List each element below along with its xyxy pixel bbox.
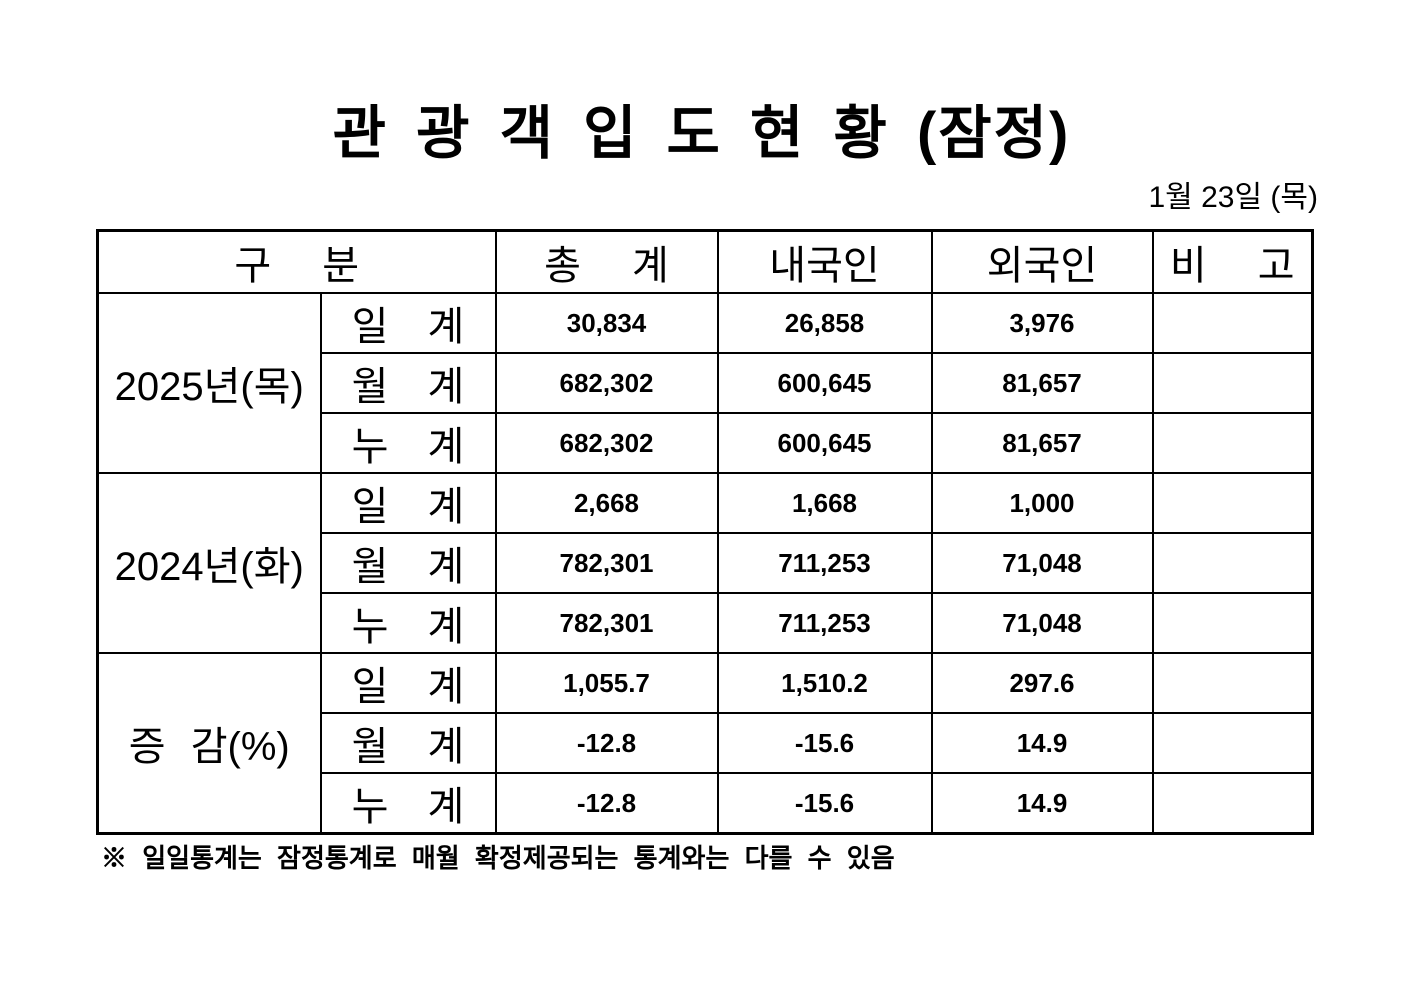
cell-foreign: 81,657 [930,412,1154,474]
cell-domestic: 600,645 [716,352,933,414]
cell-foreign: 1,000 [930,472,1154,534]
cell-foreign: 81,657 [930,352,1154,414]
cell-note [1151,412,1314,474]
cell-foreign: 14.9 [930,772,1154,835]
table-row: 월 계 682,302 600,645 81,657 [98,352,1314,414]
cell-note [1151,472,1314,534]
header-category: 구 분 [96,229,497,294]
tourist-arrival-table: 구 분 총 계 내국인 외국인 비 고 2025년(목) 일 계 30,834 … [96,229,1314,835]
cell-total: 782,301 [494,532,719,594]
header-domestic: 내국인 [716,229,933,294]
table-row: 누 계 782,301 711,253 71,048 [98,592,1314,654]
cell-domestic: 1,510.2 [716,652,933,714]
cell-domestic: 26,858 [716,292,933,354]
row-label-cumulative: 누 계 [319,412,497,474]
cell-foreign: 297.6 [930,652,1154,714]
cell-note [1151,652,1314,714]
cell-foreign: 14.9 [930,712,1154,774]
row-label-daily: 일 계 [319,292,497,354]
row-label-daily: 일 계 [319,472,497,534]
cell-total: 682,302 [494,412,719,474]
cell-foreign: 71,048 [930,532,1154,594]
cell-total: 2,668 [494,472,719,534]
header-total: 총 계 [494,229,719,294]
row-label-monthly: 월 계 [319,712,497,774]
cell-total: 1,055.7 [494,652,719,714]
table-row: 누 계 -12.8 -15.6 14.9 [98,772,1314,835]
cell-total: -12.8 [494,772,719,835]
cell-note [1151,592,1314,654]
report-date: 1월 23일 (목) [1148,181,1318,214]
header-foreign: 외국인 [930,229,1154,294]
table-row: 증 감(%) 일 계 1,055.7 1,510.2 297.6 [96,652,1314,835]
row-label-cumulative: 누 계 [319,772,497,835]
table-row: 누 계 682,302 600,645 81,657 [98,412,1314,474]
cell-total: 30,834 [494,292,719,354]
cell-note [1151,292,1314,354]
cell-total: -12.8 [494,712,719,774]
section-label-change: 증 감(%) [96,652,322,835]
header-note: 비 고 [1151,229,1314,294]
table-row: 월 계 782,301 711,253 71,048 [98,532,1314,594]
cell-total: 682,302 [494,352,719,414]
cell-note [1151,712,1314,774]
table-header: 구 분 총 계 내국인 외국인 비 고 [96,229,1314,294]
cell-domestic: -15.6 [716,712,933,774]
footnote: ※ 일일통계는 잠정통계로 매월 확정제공되는 통계와는 다를 수 있음 [101,843,895,873]
section-label-2025: 2025년(목) [96,292,322,474]
cell-domestic: 711,253 [716,592,933,654]
cell-foreign: 3,976 [930,292,1154,354]
cell-domestic: 600,645 [716,412,933,474]
table-row: 월 계 -12.8 -15.6 14.9 [98,712,1314,774]
table-body: 2025년(목) 일 계 30,834 26,858 3,976 월 계 682… [96,292,1314,835]
row-label-monthly: 월 계 [319,352,497,414]
cell-domestic: -15.6 [716,772,933,835]
cell-domestic: 1,668 [716,472,933,534]
cell-foreign: 71,048 [930,592,1154,654]
row-label-monthly: 월 계 [319,532,497,594]
cell-note [1151,532,1314,594]
page-title: 관 광 객 입 도 현 황 (잠정) [332,101,1071,166]
cell-note [1151,772,1314,835]
cell-total: 782,301 [494,592,719,654]
row-label-daily: 일 계 [319,652,497,714]
cell-note [1151,352,1314,414]
table-row: 2025년(목) 일 계 30,834 26,858 3,976 [96,292,1314,474]
cell-domestic: 711,253 [716,532,933,594]
table-row: 2024년(화) 일 계 2,668 1,668 1,000 [96,472,1314,654]
section-label-2024: 2024년(화) [96,472,322,654]
header-row: 구 분 총 계 내국인 외국인 비 고 [96,229,1314,294]
row-label-cumulative: 누 계 [319,592,497,654]
